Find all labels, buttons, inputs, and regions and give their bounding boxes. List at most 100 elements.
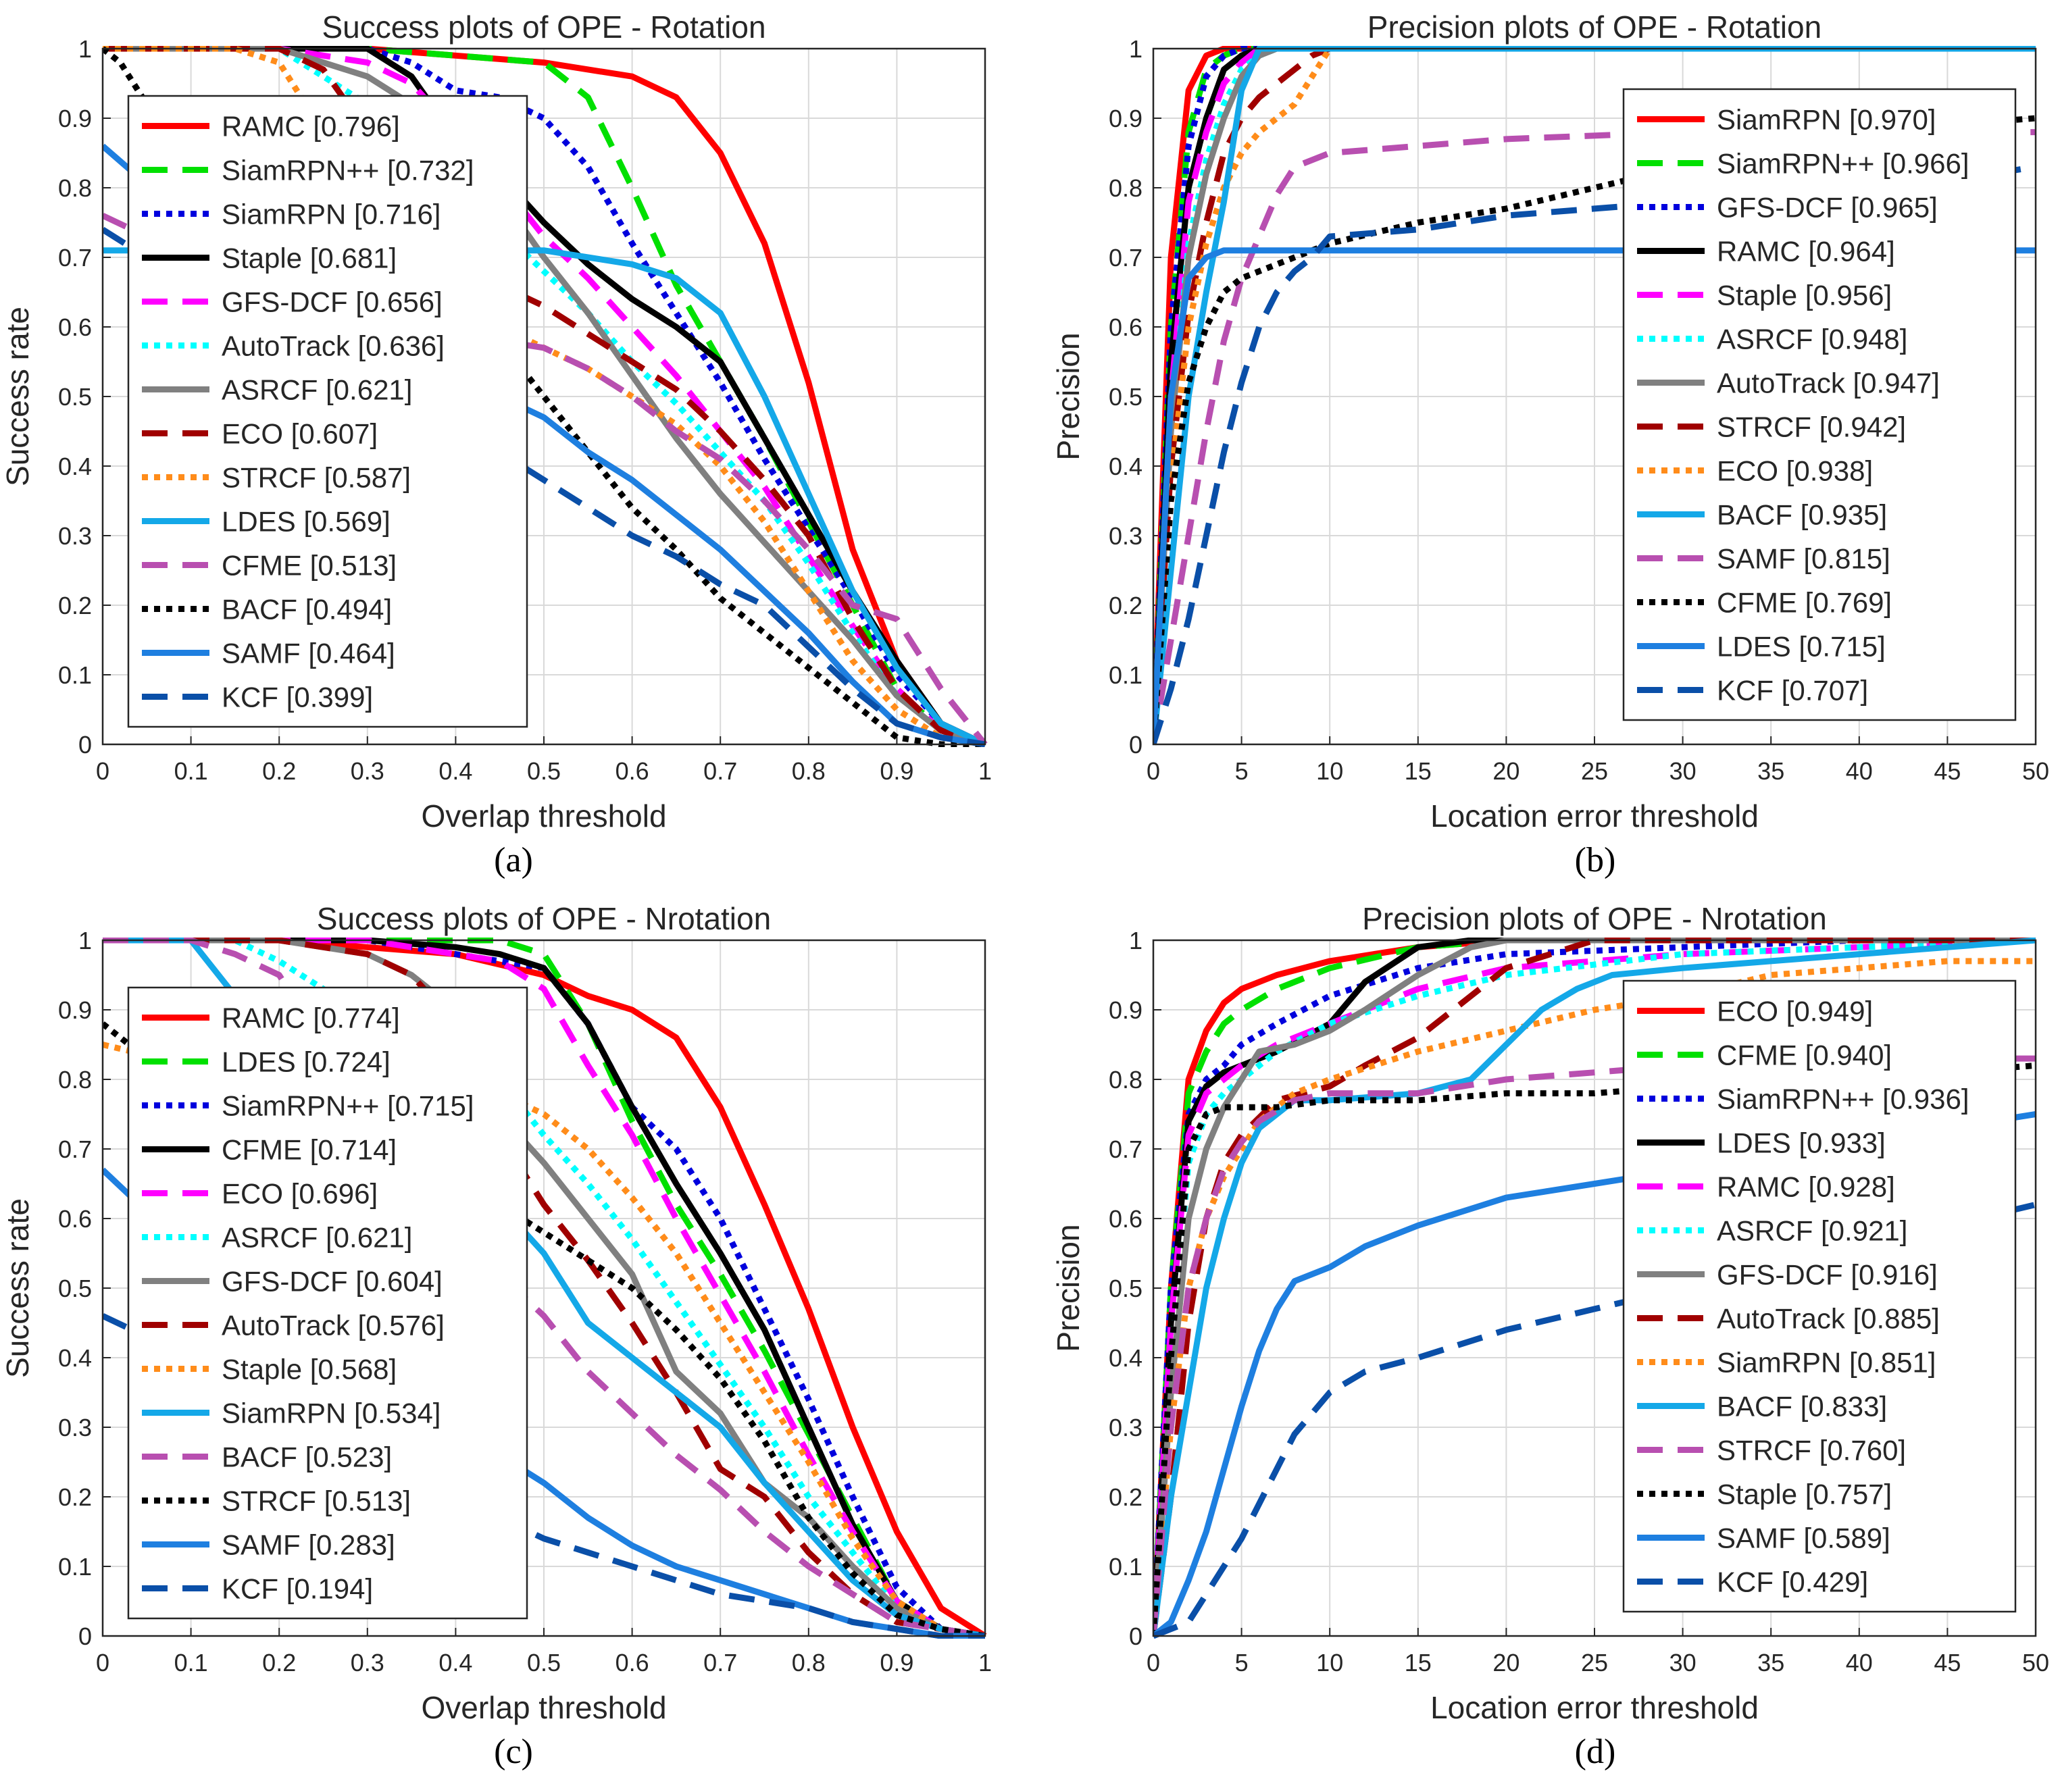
x-tick-label: 0 <box>1147 1649 1160 1676</box>
x-tick-label: 20 <box>1492 1649 1519 1676</box>
y-tick-label: 0.8 <box>58 174 92 202</box>
y-tick-label: 0.3 <box>1109 1414 1142 1441</box>
x-tick-label: 10 <box>1316 1649 1343 1676</box>
y-tick-label: 0.9 <box>1109 105 1142 132</box>
legend-box <box>127 986 528 1620</box>
legend-entry-11: STRCF [0.513] <box>222 1485 411 1517</box>
legend-entry-9: LDES [0.569] <box>222 506 391 538</box>
legend-entry-5: AutoTrack [0.636] <box>222 330 445 362</box>
x-tick-label: 50 <box>2022 1649 2049 1676</box>
y-tick-label: 0.2 <box>58 592 92 619</box>
x-tick-label: 40 <box>1846 757 1873 785</box>
x-tick-label: 0.2 <box>262 1649 296 1676</box>
legend-box <box>1622 88 2017 721</box>
series-line-0 <box>103 938 987 1639</box>
y-axis-label: Precision <box>1051 332 1086 460</box>
legend-entry-3: LDES [0.933] <box>1717 1127 1886 1159</box>
legend-entry-0: RAMC [0.796] <box>222 111 400 143</box>
x-tick-label: 0.6 <box>616 757 649 785</box>
series-line-1 <box>103 46 986 747</box>
x-tick-label: 0 <box>96 1649 109 1676</box>
legend-entry-3: RAMC [0.964] <box>1717 236 1895 267</box>
x-tick-label: 1 <box>978 757 992 785</box>
legend-entry-7: AutoTrack [0.885] <box>1717 1303 1940 1335</box>
y-tick-label: 0 <box>1129 731 1142 759</box>
legend-entry-10: BACF [0.523] <box>222 1441 392 1473</box>
legend-entry-2: SiamRPN++ [0.936] <box>1717 1083 1969 1115</box>
x-tick-label: 35 <box>1757 1649 1784 1676</box>
legend-entry-0: SiamRPN [0.970] <box>1717 104 1936 136</box>
legend-entry-8: SiamRPN [0.851] <box>1717 1347 1936 1379</box>
x-tick-label: 0.4 <box>438 1649 472 1676</box>
legend-entry-13: KCF [0.429] <box>1717 1566 1868 1598</box>
x-tick-label: 25 <box>1581 1649 1608 1676</box>
y-tick-label: 0.5 <box>58 383 92 411</box>
legend-entry-2: SiamRPN [0.716] <box>222 199 441 230</box>
legend-entry-9: BACF [0.935] <box>1717 499 1887 531</box>
y-axis-label: Success rate <box>0 307 35 486</box>
y-tick-label: 0.6 <box>1109 1205 1142 1233</box>
x-tick-label: 0 <box>96 757 109 785</box>
y-tick-label: 0.3 <box>58 1414 92 1441</box>
chart-title: Success plots of OPE - Rotation <box>322 9 765 45</box>
axes-box <box>1152 47 2037 746</box>
y-tick-label: 0.6 <box>58 313 92 341</box>
y-tick-label: 1 <box>78 927 92 954</box>
x-tick-label: 0.2 <box>262 757 296 785</box>
series-line-7 <box>1153 938 2036 1637</box>
y-tick-label: 0.4 <box>58 1344 92 1372</box>
legend-entry-10: CFME [0.513] <box>222 550 397 582</box>
chart-panel-1: 0 5 10 15 20 25 30 35 40 45 50 0 0.1 0.2 0.3 0.4 0.5 0.6 0… <box>1051 9 2049 834</box>
legend-entry-8: Staple [0.568] <box>222 1354 397 1385</box>
series-line-10 <box>103 938 986 1639</box>
x-tick-label: 30 <box>1669 757 1697 785</box>
y-tick-label: 0.4 <box>1109 1344 1142 1372</box>
x-tick-label: 50 <box>2022 757 2049 785</box>
legend-entry-4: RAMC [0.928] <box>1717 1171 1895 1203</box>
legend-entry-1: CFME [0.940] <box>1717 1040 1892 1071</box>
caption-a: (a) <box>494 841 533 879</box>
legend-entry-9: SiamRPN [0.534] <box>222 1398 441 1429</box>
x-tick-label: 0.7 <box>703 757 737 785</box>
x-axis-label: Overlap threshold <box>421 798 666 834</box>
legend-entry-0: ECO [0.949] <box>1717 996 1873 1027</box>
series-line-4 <box>103 46 986 747</box>
legend-entry-12: SAMF [0.283] <box>222 1529 395 1561</box>
y-tick-label: 0.7 <box>1109 244 1142 272</box>
legend-entry-9: BACF [0.833] <box>1717 1391 1887 1423</box>
chart-title: Success plots of OPE - Nrotation <box>317 901 771 936</box>
x-tick-label: 35 <box>1757 757 1784 785</box>
series-line-8 <box>1153 46 2036 745</box>
legend-entry-11: BACF [0.494] <box>222 594 392 625</box>
legend-entry-6: GFS-DCF [0.604] <box>222 1266 443 1298</box>
x-tick-label: 0.3 <box>351 1649 384 1676</box>
legend-entry-4: Staple [0.956] <box>1717 280 1892 311</box>
x-tick-label: 15 <box>1405 757 1432 785</box>
legend-entry-11: CFME [0.769] <box>1717 587 1892 619</box>
legend-entry-12: SAMF [0.589] <box>1717 1522 1890 1554</box>
y-tick-label: 0.9 <box>1109 996 1142 1024</box>
x-tick-label: 0.5 <box>527 757 561 785</box>
y-tick-label: 0.9 <box>58 996 92 1024</box>
legend: ECO [0.949] CFME [0.940] SiamRPN++ [0.936]… <box>1622 979 2017 1613</box>
legend-entry-8: STRCF [0.587] <box>222 462 411 494</box>
chart-panel-0: 0 0.1 0.2 0.3 0.4 0.5 0.6 0.7 0.8 0.9 1 0 0.1 0.2 0.3 0… <box>0 9 992 834</box>
y-tick-label: 0.2 <box>58 1483 92 1511</box>
y-tick-label: 0.3 <box>58 522 92 550</box>
legend-entry-6: AutoTrack [0.947] <box>1717 367 1940 399</box>
legend-entry-1: SiamRPN++ [0.966] <box>1717 148 1969 180</box>
x-tick-label: 1 <box>978 1649 992 1676</box>
y-tick-label: 0.4 <box>1109 453 1142 480</box>
chart-title: Precision plots of OPE - Nrotation <box>1362 901 1827 936</box>
y-axis-label: Precision <box>1051 1224 1086 1352</box>
series-line-2 <box>1153 938 2036 1637</box>
legend-entry-13: KCF [0.707] <box>1717 675 1868 707</box>
x-tick-label: 0.4 <box>438 757 472 785</box>
y-tick-label: 1 <box>1129 927 1142 954</box>
series-line-11 <box>1153 1062 2036 1637</box>
x-tick-label: 0.6 <box>616 1649 649 1676</box>
legend-entry-13: KCF [0.399] <box>222 682 373 713</box>
legend-entry-13: KCF [0.194] <box>222 1573 373 1605</box>
y-tick-label: 0.2 <box>1109 1483 1142 1511</box>
series-line-11 <box>103 1021 986 1639</box>
